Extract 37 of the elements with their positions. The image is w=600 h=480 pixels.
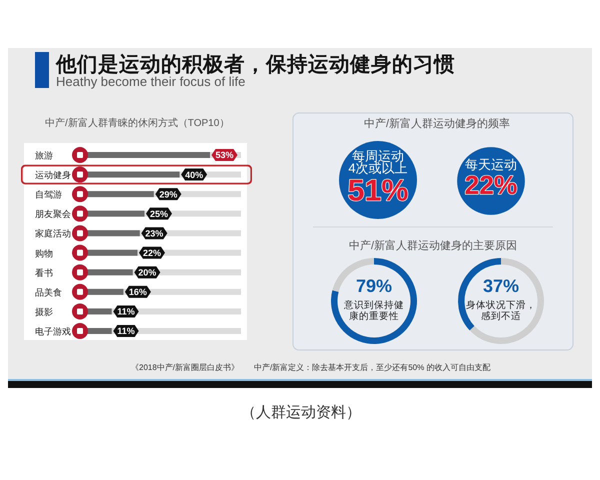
- y-tick-label: 朋友聚会: [35, 209, 71, 220]
- data-label: 11%: [117, 326, 135, 336]
- data-label: 22%: [464, 170, 518, 200]
- y-tick-label: 旅游: [35, 150, 53, 160]
- y-tick-label: 自驾游: [35, 190, 62, 200]
- data-label: 29%: [159, 189, 178, 200]
- y-tick-label: 看书: [35, 268, 53, 278]
- data-label: 40%: [185, 170, 204, 180]
- y-tick-label: 摄影: [35, 306, 53, 317]
- slice-label: 身体状况下滑，感到不适: [466, 299, 536, 322]
- category-label: 每周运动 4次或以上: [348, 148, 408, 176]
- data-label: 20%: [138, 268, 156, 278]
- text: Heathy become their focus of life: [56, 74, 246, 89]
- y-tick-label: 品美食: [35, 287, 62, 298]
- chart-title: 中产/新富人群青睐的休闲方式（TOP10）: [45, 117, 230, 129]
- data-label: 25%: [150, 208, 168, 219]
- text: 他们是运动的积极者，保持运动健身的习惯: [55, 53, 455, 76]
- data-label: 53%: [216, 150, 234, 160]
- y-tick-label: 家庭活动: [35, 228, 71, 239]
- text: 中产/新富定义：除去基本开支后，至少还有50% 的收入可自由支配: [254, 363, 490, 372]
- y-tick-label: 购物: [35, 248, 53, 258]
- data-label: 22%: [142, 248, 161, 258]
- data-label: 37%: [482, 276, 520, 296]
- slice-label: 意识到保持健康的重要性: [343, 299, 404, 322]
- text: 《2018中产/新富圈层白皮书》: [131, 363, 240, 372]
- text: （人群运动资料）: [241, 404, 361, 421]
- y-tick-label: 运动健身: [35, 170, 71, 180]
- chart-title: 中产/新富人群运动健身的主要原因: [348, 239, 518, 252]
- data-label: 23%: [145, 228, 164, 238]
- category-label: 每天运动: [465, 157, 517, 172]
- y-tick-label: 电子游戏: [35, 326, 71, 336]
- donut-slice: [331, 258, 417, 344]
- data-label: 51%: [348, 174, 408, 208]
- data-label: 79%: [356, 276, 392, 296]
- data-label: 11%: [117, 306, 135, 317]
- text: 中产/新富人群运动健身的频率: [364, 117, 510, 130]
- data-label: 16%: [128, 287, 147, 298]
